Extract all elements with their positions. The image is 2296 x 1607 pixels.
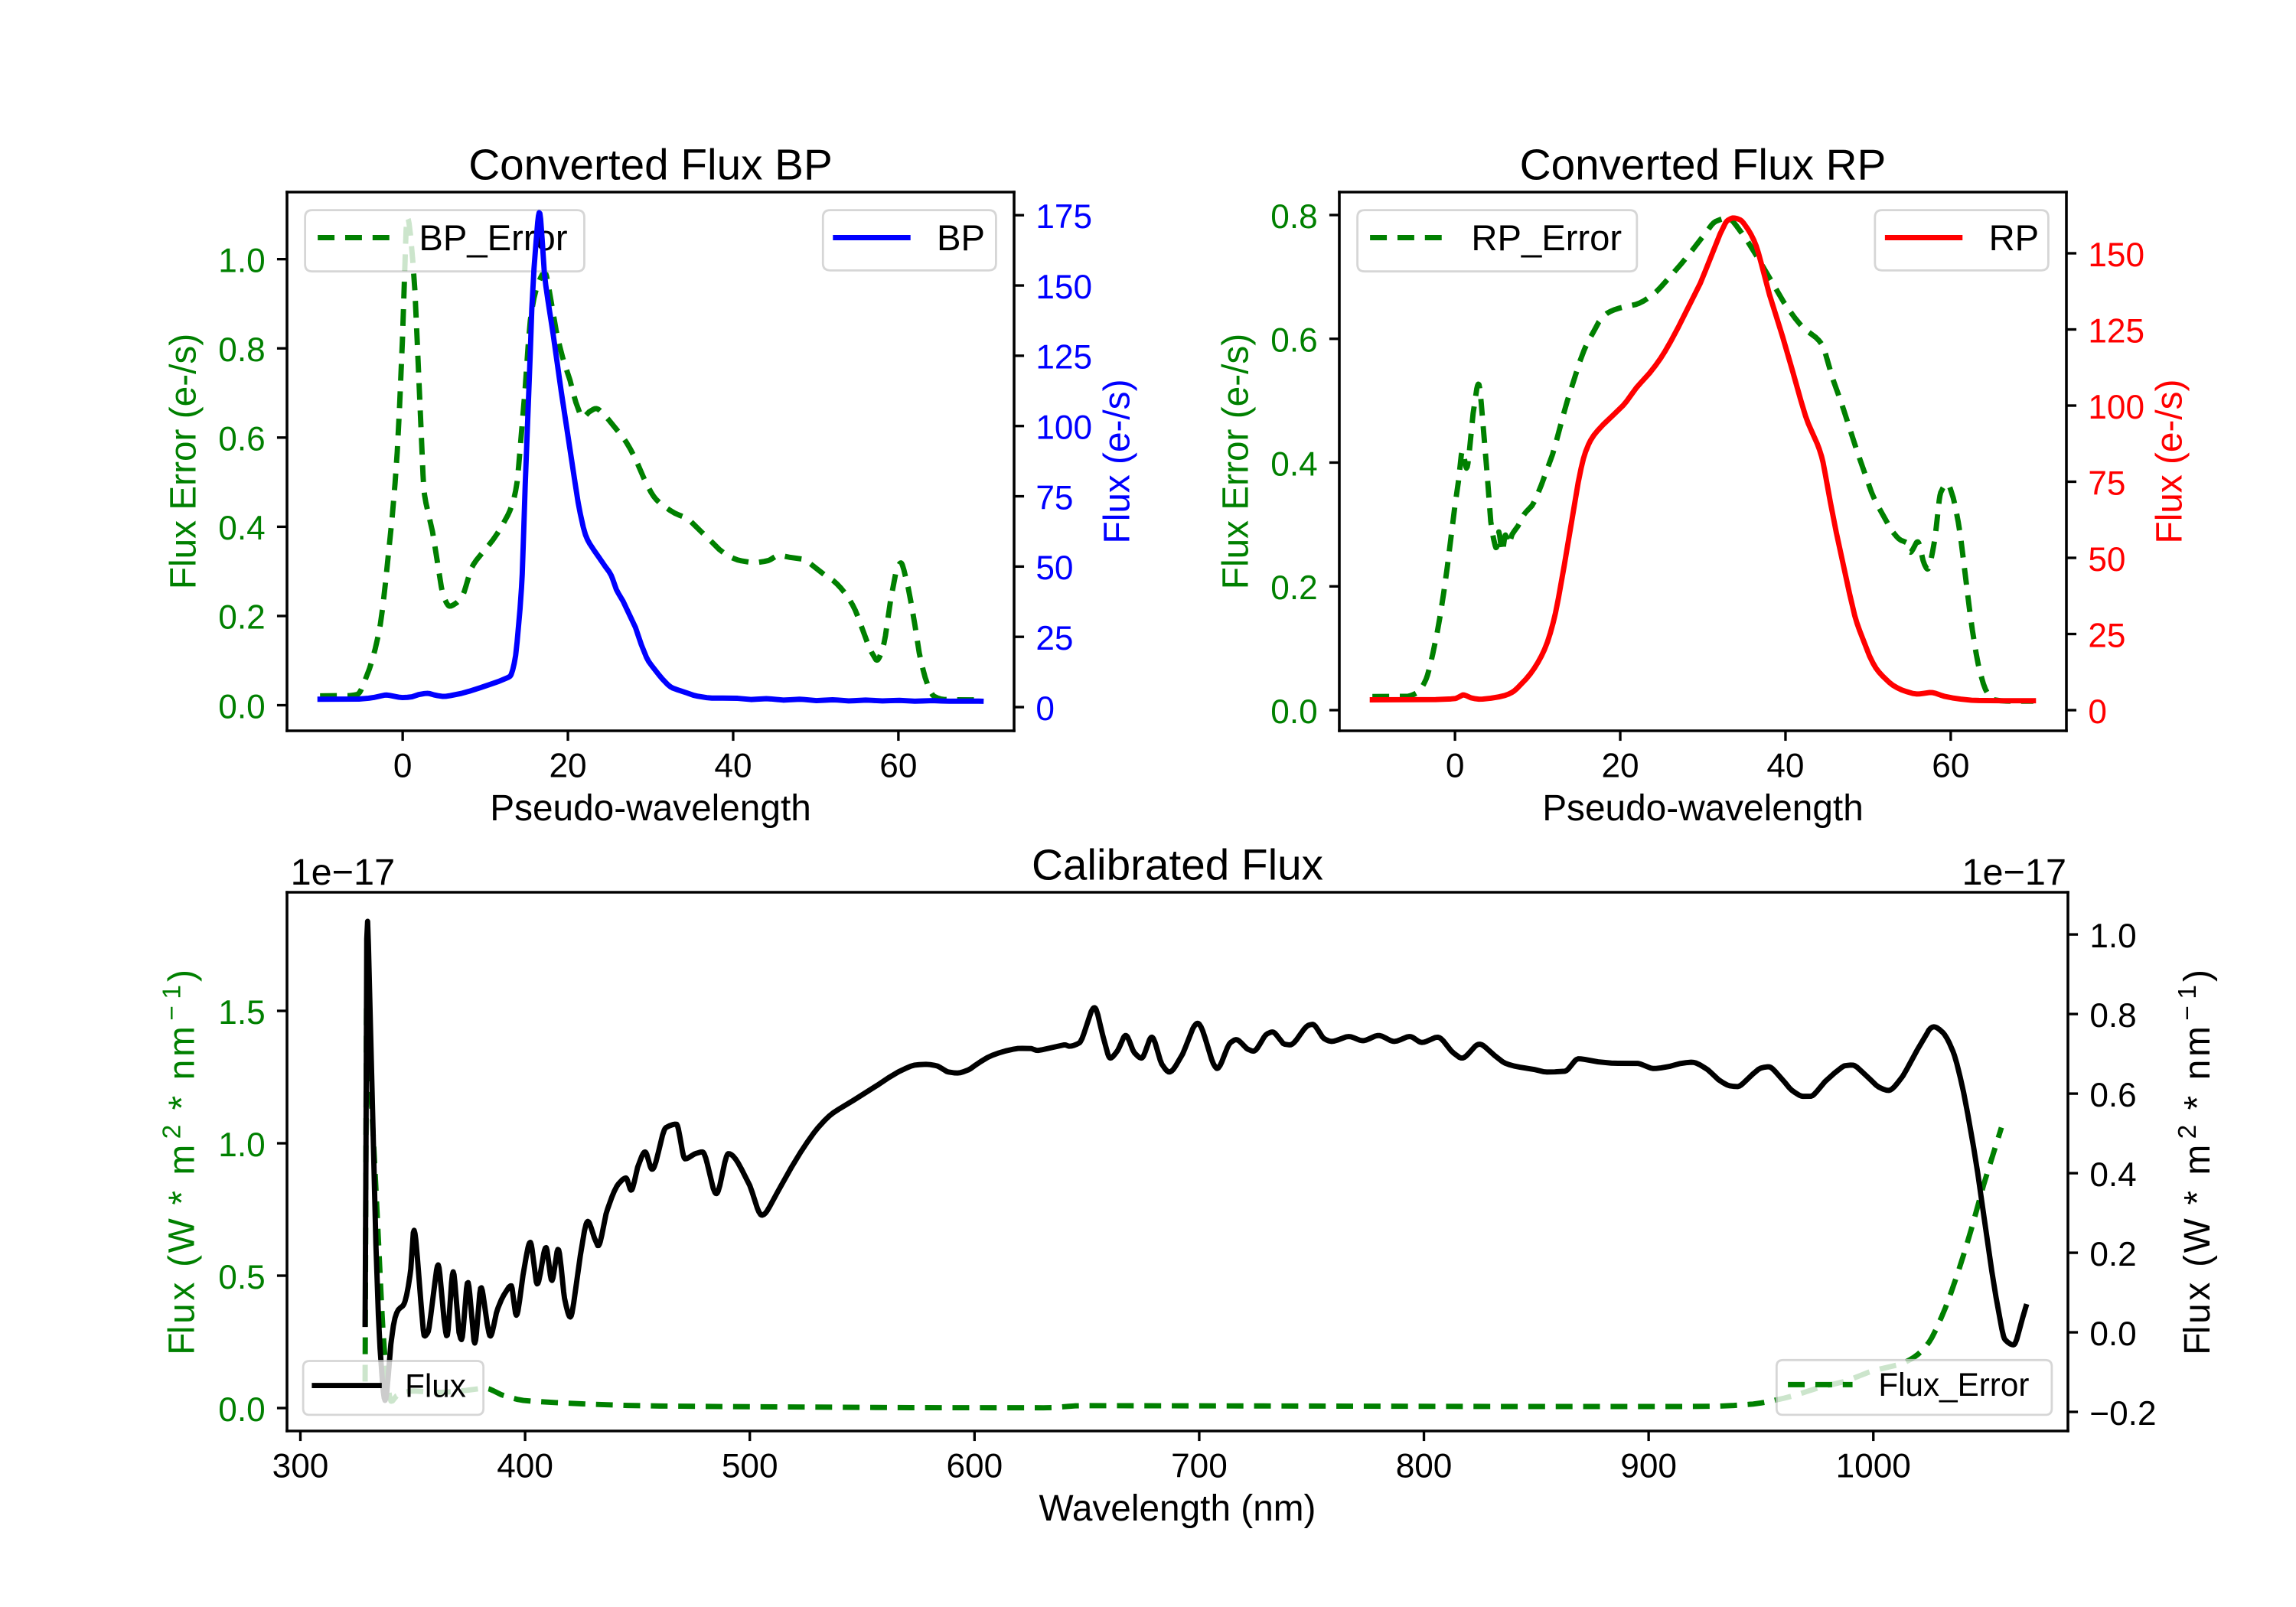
svg-text:1.5: 1.5 [218,994,265,1032]
svg-text:RP_Error: RP_Error [1471,218,1622,259]
svg-text:0.2: 0.2 [2089,1236,2136,1273]
svg-text:75: 75 [1035,479,1073,517]
svg-text:25: 25 [2088,617,2125,654]
svg-text:Flux Error (e-/s): Flux Error (e-/s) [163,334,204,589]
svg-text:0.6: 0.6 [218,421,265,458]
svg-text:−0.2: −0.2 [2089,1395,2156,1433]
svg-text:500: 500 [722,1448,778,1485]
svg-text:RP: RP [1989,218,2040,259]
svg-text:150: 150 [2088,236,2144,274]
svg-text:0.6: 0.6 [1270,322,1317,360]
svg-text:Calibrated Flux: Calibrated Flux [1032,841,1323,889]
svg-text:0.0: 0.0 [1270,693,1317,731]
svg-text:175: 175 [1035,198,1092,236]
svg-text:25: 25 [1035,620,1073,657]
svg-text:1.0: 1.0 [218,242,265,279]
svg-text:0.8: 0.8 [1270,198,1317,236]
svg-text:Converted Flux BP: Converted Flux BP [468,141,833,189]
svg-text:1e−17: 1e−17 [1962,852,2066,893]
svg-text:0: 0 [393,748,413,785]
svg-text:75: 75 [2088,464,2125,502]
svg-text:100: 100 [1035,409,1092,446]
svg-text:Flux (e-/s): Flux (e-/s) [2149,380,2190,544]
svg-text:0.6: 0.6 [2089,1077,2136,1114]
svg-text:0.0: 0.0 [2089,1315,2136,1353]
svg-text:60: 60 [1932,748,1969,785]
svg-text:0.2: 0.2 [218,599,265,637]
svg-text:50: 50 [1035,549,1073,587]
svg-text:100: 100 [2088,389,2144,426]
svg-text:0.4: 0.4 [1270,445,1317,483]
svg-text:1e−17: 1e−17 [291,852,396,893]
svg-text:Flux (e-/s): Flux (e-/s) [1097,380,1137,544]
svg-text:0.0: 0.0 [218,688,265,725]
svg-text:1.0: 1.0 [218,1126,265,1164]
svg-text:125: 125 [2088,312,2144,350]
svg-text:60: 60 [879,748,917,785]
svg-text:400: 400 [497,1448,553,1485]
svg-text:700: 700 [1171,1448,1228,1485]
svg-text:F l u x: F l u x ( W * m * n m ) 2 − 1 [150,960,202,1355]
svg-text:0.0: 0.0 [218,1391,265,1429]
svg-text:0: 0 [2088,693,2107,731]
svg-text:0.2: 0.2 [1270,569,1317,607]
svg-text:40: 40 [1766,748,1804,785]
svg-text:0.5: 0.5 [218,1259,265,1296]
svg-text:Pseudo-wavelength: Pseudo-wavelength [490,788,811,829]
svg-text:Flux: Flux [405,1367,466,1403]
svg-text:Flux Error (e-/s): Flux Error (e-/s) [1215,334,1256,589]
svg-text:F l u x: F l u x ( W * m * n m ) 2 − 1 [2166,960,2218,1355]
svg-text:0.4: 0.4 [218,510,265,547]
svg-text:Wavelength (nm): Wavelength (nm) [1039,1488,1316,1529]
svg-text:20: 20 [549,748,586,785]
svg-text:125: 125 [1035,339,1092,376]
svg-text:600: 600 [946,1448,1003,1485]
svg-text:Pseudo-wavelength: Pseudo-wavelength [1542,788,1864,829]
svg-text:0.8: 0.8 [2089,997,2136,1035]
svg-text:BP: BP [937,218,985,259]
svg-text:50: 50 [2088,541,2125,579]
svg-text:Flux_Error: Flux_Error [1878,1367,2029,1403]
svg-text:300: 300 [272,1448,329,1485]
svg-text:Converted Flux RP: Converted Flux RP [1520,141,1887,189]
svg-text:1.0: 1.0 [2089,918,2136,955]
svg-text:800: 800 [1396,1448,1453,1485]
svg-text:40: 40 [714,748,752,785]
svg-text:900: 900 [1620,1448,1677,1485]
svg-text:0.4: 0.4 [2089,1156,2136,1194]
svg-text:0: 0 [1035,690,1055,728]
svg-text:0: 0 [1446,748,1465,785]
svg-text:0.8: 0.8 [218,331,265,369]
svg-text:1000: 1000 [1836,1448,1911,1485]
svg-text:150: 150 [1035,269,1092,306]
svg-text:20: 20 [1601,748,1639,785]
